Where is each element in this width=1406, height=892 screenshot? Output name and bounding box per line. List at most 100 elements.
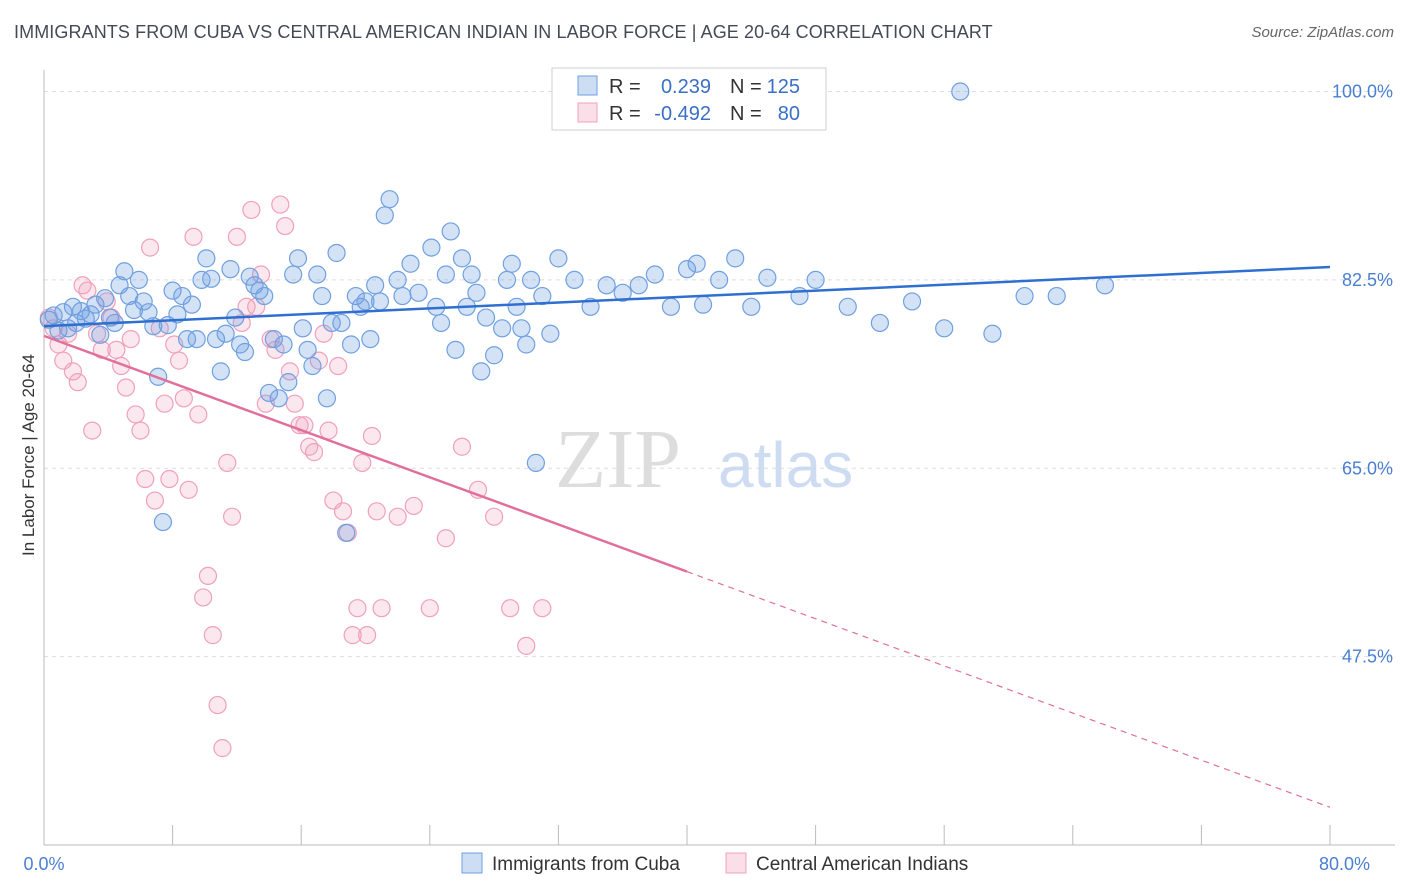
point-cuba-123 — [1047, 286, 1066, 306]
point-cuba-45 — [255, 286, 274, 306]
point-cai-34 — [203, 626, 222, 645]
point-cuba-49 — [274, 335, 293, 354]
point-cai-42 — [242, 200, 261, 220]
point-cuba-55 — [303, 356, 322, 376]
bottom-legend-swatch-pink — [725, 852, 747, 874]
trend-lines — [43, 265, 1331, 808]
legend-r-value-0: 0.239 — [661, 76, 711, 98]
point-cuba-69 — [370, 292, 390, 311]
point-cuba-31 — [187, 329, 206, 349]
point-cuba-91 — [502, 254, 521, 273]
series-central-american-indians — [39, 195, 552, 758]
point-cuba-81 — [446, 340, 465, 359]
point-cuba-85 — [467, 283, 486, 302]
point-cai-24 — [155, 394, 174, 413]
point-cuba-6 — [67, 313, 86, 333]
point-cuba-121 — [983, 324, 1002, 343]
point-cai-77 — [501, 599, 520, 618]
point-cai-17 — [121, 329, 140, 349]
point-cuba-48 — [269, 389, 288, 408]
point-cuba-111 — [726, 249, 745, 268]
legend-n-label-0: N = — [730, 76, 762, 98]
trend-line-cai-solid — [43, 334, 688, 573]
point-cai-65 — [353, 453, 372, 472]
point-cuba-89 — [493, 319, 512, 338]
legend-swatch-blue — [577, 75, 598, 96]
point-cuba-118 — [902, 292, 922, 311]
point-cai-55 — [304, 443, 324, 462]
point-cai-66 — [358, 626, 377, 645]
point-cuba-98 — [541, 324, 560, 343]
x-tick-labels: 0.0% 80.0% — [23, 854, 1370, 874]
point-cai-72 — [420, 599, 439, 618]
point-cai-78 — [517, 636, 536, 655]
legend-r-value-1: -0.492 — [654, 103, 711, 125]
point-cuba-124 — [1095, 276, 1115, 295]
point-cuba-86 — [472, 362, 491, 381]
point-cuba-120 — [951, 82, 970, 101]
point-cuba-53 — [293, 319, 312, 338]
point-cuba-117 — [870, 313, 890, 333]
point-cuba-16 — [115, 262, 134, 281]
legend-r-label-1: R = — [609, 103, 641, 125]
point-cai-16 — [116, 378, 136, 397]
point-cuba-108 — [687, 254, 706, 273]
legend-n-value-0: 125 — [767, 76, 800, 98]
y-tick-label-1: 65.0% — [1342, 458, 1393, 478]
bottom-legend: Immigrants from Cuba Central American In… — [461, 852, 968, 875]
point-cuba-73 — [393, 286, 412, 306]
watermark: ZIP atlas — [555, 413, 853, 506]
point-cai-79 — [533, 599, 552, 618]
y-tick-labels: 47.5% 65.0% 82.5% 100.0% — [1332, 82, 1393, 667]
y-tick-label-2: 82.5% — [1342, 270, 1393, 290]
point-cai-64 — [348, 599, 367, 618]
point-cai-31 — [189, 405, 208, 424]
point-cuba-29 — [177, 329, 197, 349]
point-cai-70 — [388, 507, 407, 526]
series-immigrants-from-cuba — [39, 82, 1115, 542]
point-cai-14 — [107, 340, 126, 359]
point-cuba-80 — [441, 222, 460, 241]
point-cai-49 — [276, 216, 295, 236]
point-cuba-96 — [526, 453, 545, 472]
point-cuba-52 — [288, 249, 308, 268]
point-cai-68 — [367, 502, 386, 521]
point-cuba-70 — [375, 206, 394, 225]
point-cuba-27 — [168, 305, 187, 324]
point-cai-33 — [198, 566, 218, 586]
point-cai-25 — [160, 469, 179, 489]
point-cai-58 — [319, 421, 338, 440]
point-cai-29 — [179, 480, 198, 499]
point-cuba-51 — [284, 265, 303, 284]
trend-line-cuba — [43, 265, 1331, 328]
point-cuba-79 — [436, 265, 455, 284]
gridlines — [44, 91, 1395, 658]
point-cuba-92 — [507, 297, 526, 316]
point-cai-21 — [140, 238, 160, 257]
point-cuba-47 — [264, 329, 283, 349]
legend-n-value-1: 80 — [778, 103, 800, 125]
point-cuba-99 — [549, 249, 568, 268]
point-cuba-10 — [86, 295, 105, 314]
point-cuba-106 — [661, 297, 681, 316]
point-cuba-95 — [521, 270, 541, 289]
point-cai-67 — [362, 426, 382, 446]
point-cai-44 — [251, 265, 271, 284]
point-cai-76 — [485, 507, 504, 526]
point-cuba-90 — [497, 270, 517, 289]
point-cai-39 — [227, 227, 246, 246]
point-cuba-116 — [838, 297, 857, 316]
source-label: Source: ZipAtlas.com — [1251, 24, 1394, 41]
point-cuba-54 — [298, 340, 317, 359]
point-cuba-38 — [221, 260, 240, 279]
point-cuba-105 — [645, 265, 664, 284]
point-cuba-26 — [163, 281, 182, 300]
point-cuba-35 — [206, 329, 226, 349]
point-cai-22 — [145, 491, 165, 510]
point-cuba-72 — [388, 270, 407, 289]
point-cuba-100 — [565, 270, 584, 289]
point-cuba-67 — [361, 329, 380, 349]
point-cai-71 — [404, 496, 423, 516]
point-cai-28 — [174, 389, 193, 408]
point-cai-6 — [68, 373, 87, 392]
